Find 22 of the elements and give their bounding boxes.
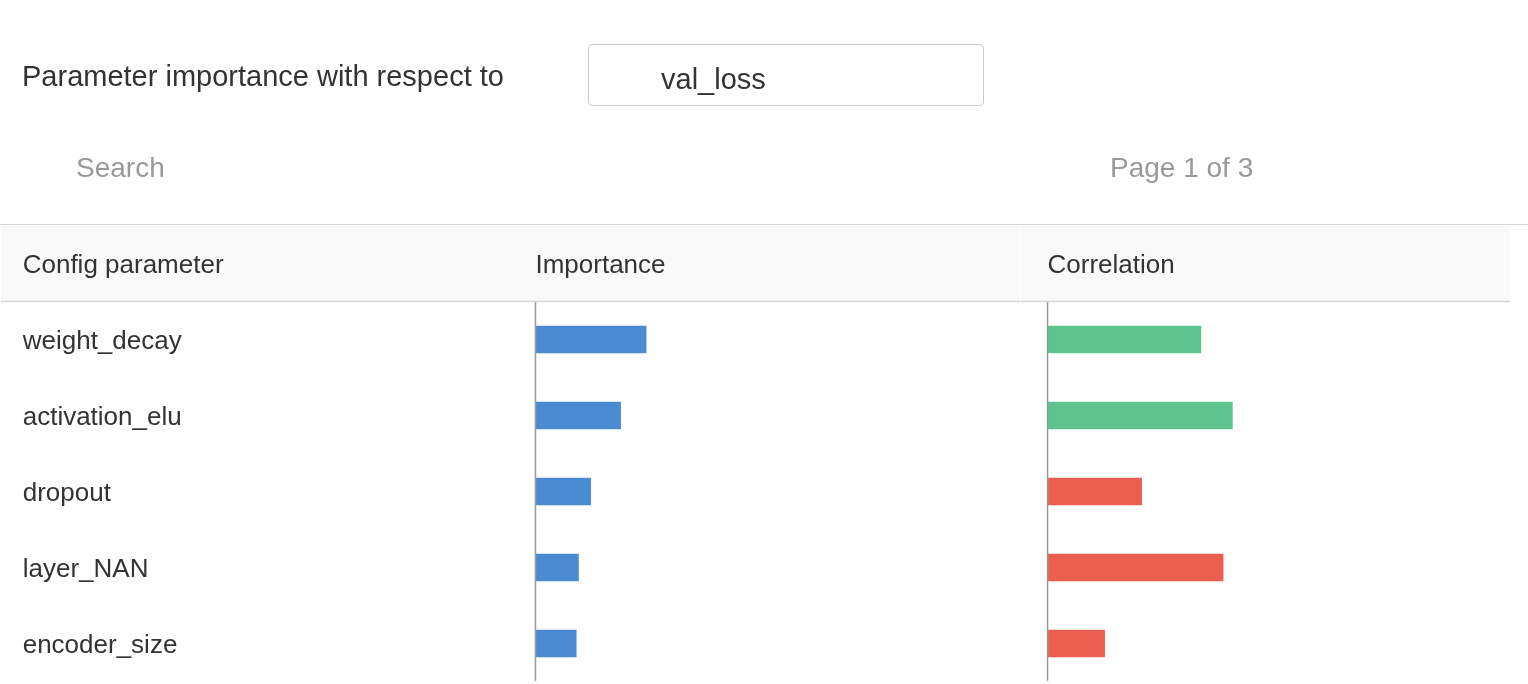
bar [535, 477, 591, 506]
y-tick-label: layer_NAN [22, 552, 149, 583]
chart-title: Correlation [1047, 248, 1175, 279]
bar [1047, 477, 1142, 506]
y-axis-title: Config parameter [22, 248, 224, 279]
text: Page 1 of 3 [1110, 151, 1254, 185]
y-tick-label: dropout [22, 476, 112, 507]
y-tick-label: weight_decay [21, 324, 182, 355]
y-tick-label: encoder_size [22, 628, 178, 659]
bar [1047, 401, 1233, 430]
bar [1047, 629, 1105, 658]
bar [535, 553, 579, 582]
bar [535, 629, 577, 658]
text: Search [76, 151, 165, 185]
text: val_loss [588, 44, 984, 106]
bar [1047, 553, 1224, 582]
chart-title: Importance [535, 248, 666, 279]
y-tick-label: activation_elu [22, 400, 182, 431]
text: Parameter importance with respect to [22, 59, 504, 94]
bar [1047, 325, 1202, 354]
bar [535, 325, 647, 354]
bar [535, 401, 621, 430]
